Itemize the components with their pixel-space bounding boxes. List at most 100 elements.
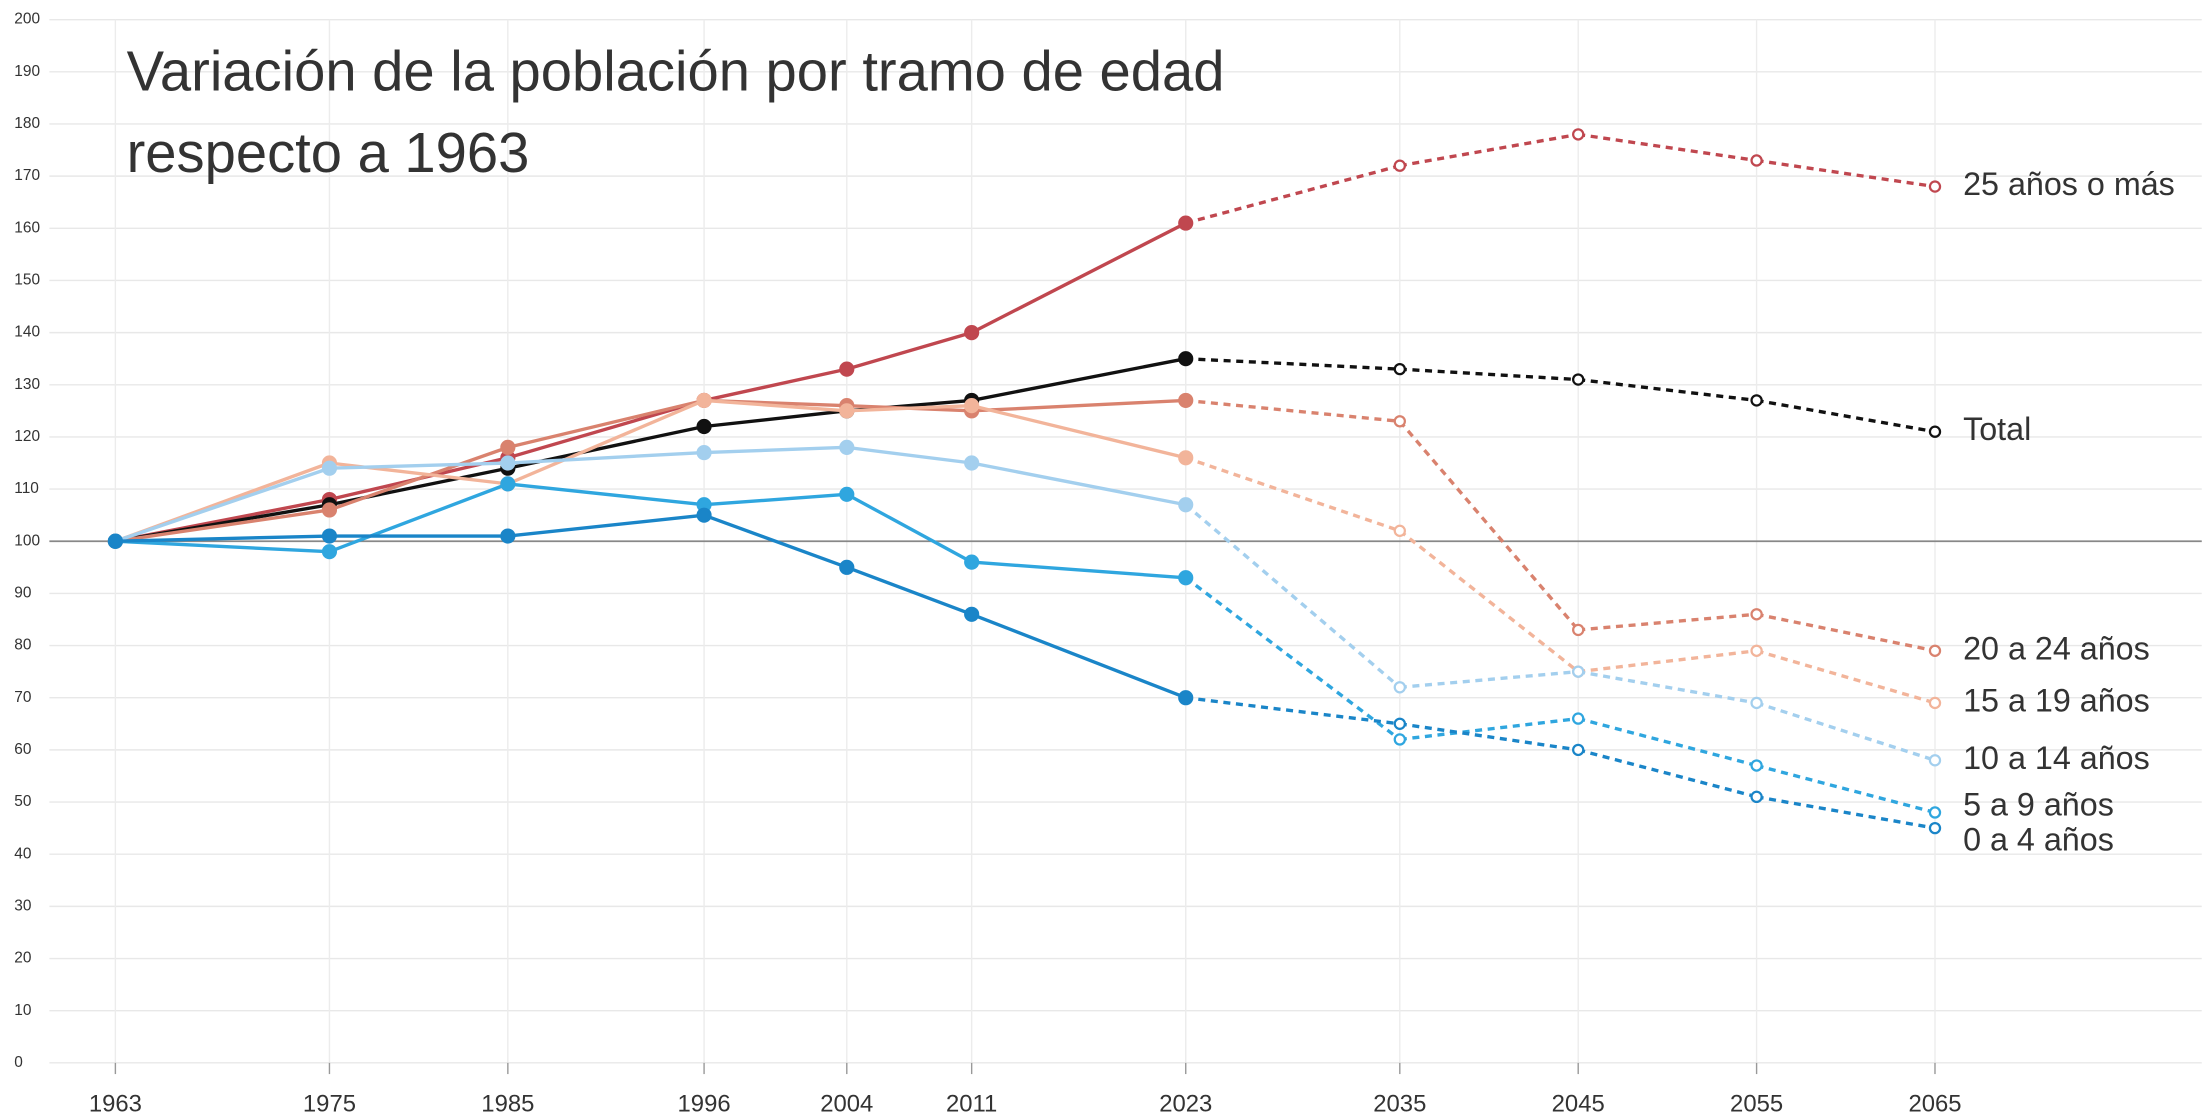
line-segment — [1399, 367, 1579, 382]
line-segment — [971, 560, 1186, 580]
line-segment — [1399, 722, 1579, 752]
line-segment — [703, 492, 847, 507]
point — [321, 502, 338, 518]
point — [321, 460, 338, 476]
point — [964, 554, 980, 570]
line-segment — [1756, 649, 1936, 705]
series — [107, 392, 1942, 710]
point — [1750, 759, 1763, 772]
y-tick-label: 60 — [14, 741, 31, 758]
line-segment — [1184, 503, 1401, 689]
x-tick-label: 2055 — [1730, 1090, 1783, 1117]
line-segment — [114, 466, 330, 543]
line-segment — [971, 403, 1187, 460]
line-segment — [1756, 612, 1936, 653]
point — [839, 439, 855, 455]
x-tick-label: 1975 — [303, 1090, 356, 1117]
point — [1928, 806, 1942, 819]
point — [696, 392, 712, 408]
point — [1393, 362, 1406, 376]
point — [696, 444, 712, 461]
point — [1572, 665, 1585, 678]
line-segment — [1756, 795, 1936, 830]
point — [1178, 450, 1194, 466]
line-segment — [1578, 377, 1757, 403]
line-segment — [1185, 696, 1401, 726]
point — [1393, 717, 1406, 730]
point — [1393, 524, 1406, 537]
line-segment — [507, 398, 705, 449]
series — [107, 392, 1942, 657]
line-segment — [1577, 748, 1758, 799]
point — [500, 528, 516, 544]
line-segment — [1577, 132, 1757, 163]
point — [1928, 696, 1942, 710]
point — [1393, 159, 1406, 172]
line-segment — [507, 450, 705, 465]
point — [696, 507, 712, 523]
x-tick-label: 2023 — [1159, 1090, 1212, 1117]
line-segment — [971, 461, 1187, 507]
point — [839, 559, 855, 575]
line-segment — [703, 367, 848, 403]
line-segment — [329, 461, 508, 470]
line-segment — [1399, 716, 1579, 742]
chart-title: Variación de la población por tramo de e… — [127, 40, 1225, 103]
point — [1750, 608, 1763, 621]
y-tick-label: 100 — [14, 532, 40, 549]
point — [500, 476, 516, 492]
series — [107, 351, 1942, 549]
y-tick-label: 90 — [14, 584, 31, 601]
series — [107, 476, 1942, 819]
line-segment — [1578, 649, 1757, 674]
line-segment — [1756, 701, 1936, 762]
series — [107, 128, 1942, 549]
point — [1572, 743, 1585, 757]
point — [1393, 415, 1406, 428]
y-tick-label: 0 — [14, 1054, 23, 1071]
line-segment — [1185, 398, 1400, 423]
point — [1178, 690, 1194, 706]
x-tick-label: 1985 — [481, 1090, 534, 1117]
line-segment — [1398, 529, 1580, 673]
line-segment — [1185, 164, 1401, 225]
line-segment — [971, 357, 1187, 403]
line-segment — [846, 330, 973, 371]
series-label: Total — [1963, 411, 2031, 447]
line-segment — [115, 539, 330, 554]
series-label: 25 años o más — [1963, 166, 2175, 202]
point — [839, 486, 855, 502]
point — [964, 325, 980, 341]
line-segment — [1184, 576, 1401, 741]
line-segment — [1578, 612, 1757, 632]
line-segment — [115, 534, 330, 543]
line-segment — [328, 445, 509, 512]
line-segment — [115, 508, 330, 543]
series-label: 15 a 19 años — [1963, 682, 2150, 718]
line-segment — [1577, 716, 1758, 768]
y-tick-label: 160 — [14, 219, 40, 236]
point — [1178, 351, 1194, 367]
chart-title: respecto a 1963 — [127, 121, 530, 184]
y-tick-label: 130 — [14, 376, 40, 393]
point — [1928, 425, 1942, 438]
point — [1572, 373, 1585, 386]
y-tick-label: 170 — [14, 167, 40, 184]
line-segment — [507, 513, 705, 538]
series — [107, 507, 1942, 835]
point — [839, 361, 855, 377]
series-label: 5 a 9 años — [1963, 786, 2114, 822]
point — [1928, 644, 1942, 657]
y-tick-label: 180 — [14, 115, 40, 132]
line-segment — [1399, 132, 1579, 168]
line-segment — [1398, 420, 1580, 632]
line-segment — [846, 445, 972, 465]
line-segment — [971, 612, 1187, 700]
y-tick-label: 80 — [14, 637, 31, 654]
line-segment — [328, 482, 509, 554]
point — [839, 403, 855, 419]
line-segment — [1185, 357, 1400, 371]
y-tick-label: 50 — [14, 793, 31, 810]
line-segment — [1577, 669, 1757, 705]
